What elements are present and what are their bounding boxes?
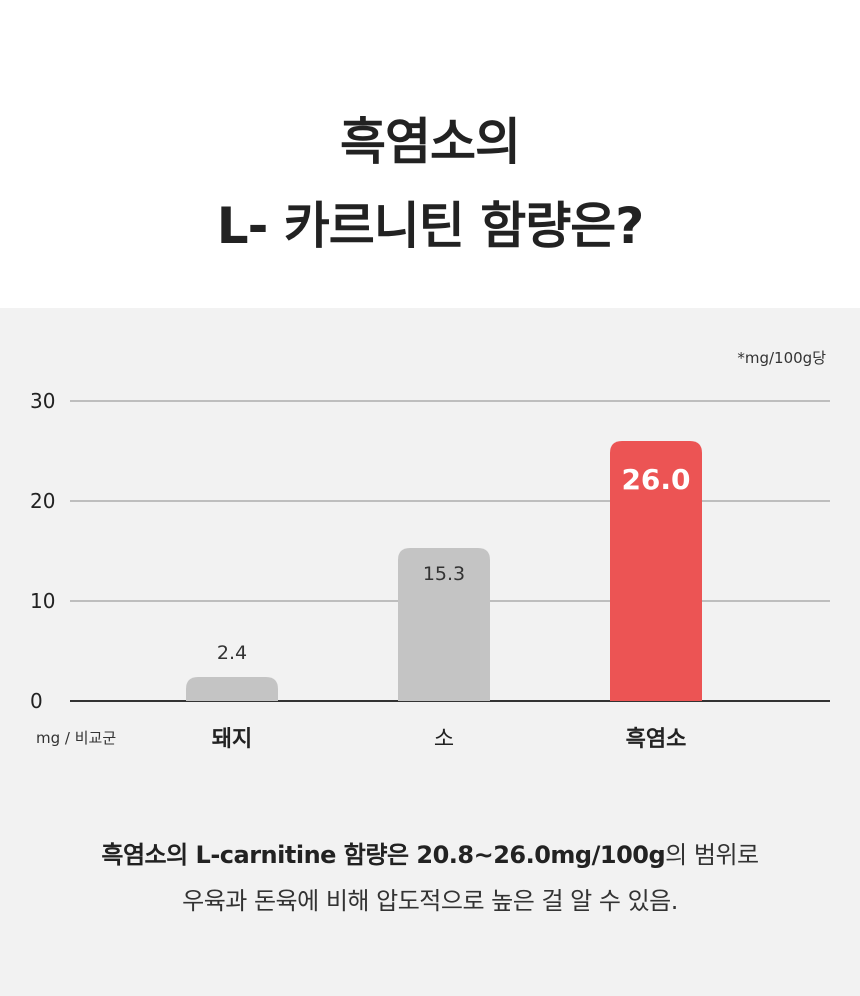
note-line-2: 우육과 돈육에 비해 압도적으로 높은 걸 알 수 있음.	[182, 887, 678, 915]
bar-3	[610, 441, 702, 701]
y-tick-label: 20	[30, 489, 55, 513]
bar-value-label: 2.4	[217, 642, 247, 664]
y-tick-label: 0	[30, 689, 43, 713]
bar-chart: *mg/100g당 30 20 10 0 2.4 돼지 15.3 소 26.0 흑염소 mg / 비…	[30, 349, 830, 752]
category-label: 돼지	[212, 727, 252, 752]
y-tick-label: 30	[30, 389, 55, 413]
bar-1	[186, 677, 278, 701]
page-title-line-2: L- 카르니틴 함량은?	[216, 197, 644, 255]
x-axis-label: mg / 비교군	[36, 729, 116, 747]
labels: 30 20 10 0 2.4 돼지 15.3 소 26.0 흑염소 mg / 비교군	[30, 389, 691, 752]
unit-note: *mg/100g당	[737, 349, 826, 367]
bar-value-label: 26.0	[621, 463, 690, 496]
note-line-1-rest: 의 범위로	[665, 841, 759, 869]
title-block: 흑염소의 L- 카르니틴 함량은?	[0, 0, 860, 308]
bar-value-label: 15.3	[423, 563, 465, 585]
bars	[186, 441, 702, 701]
note-line-1-bold: 흑염소의 L-carnitine 함량은 20.8~26.0mg/100g	[101, 841, 666, 869]
category-label: 소	[434, 727, 454, 752]
bar-2	[398, 548, 490, 701]
category-label: 흑염소	[626, 727, 687, 752]
note-line-1: 흑염소의 L-carnitine 함량은 20.8~26.0mg/100g의 범…	[0, 838, 860, 872]
y-tick-label: 10	[30, 589, 55, 613]
page-title-line-1: 흑염소의	[340, 113, 521, 171]
